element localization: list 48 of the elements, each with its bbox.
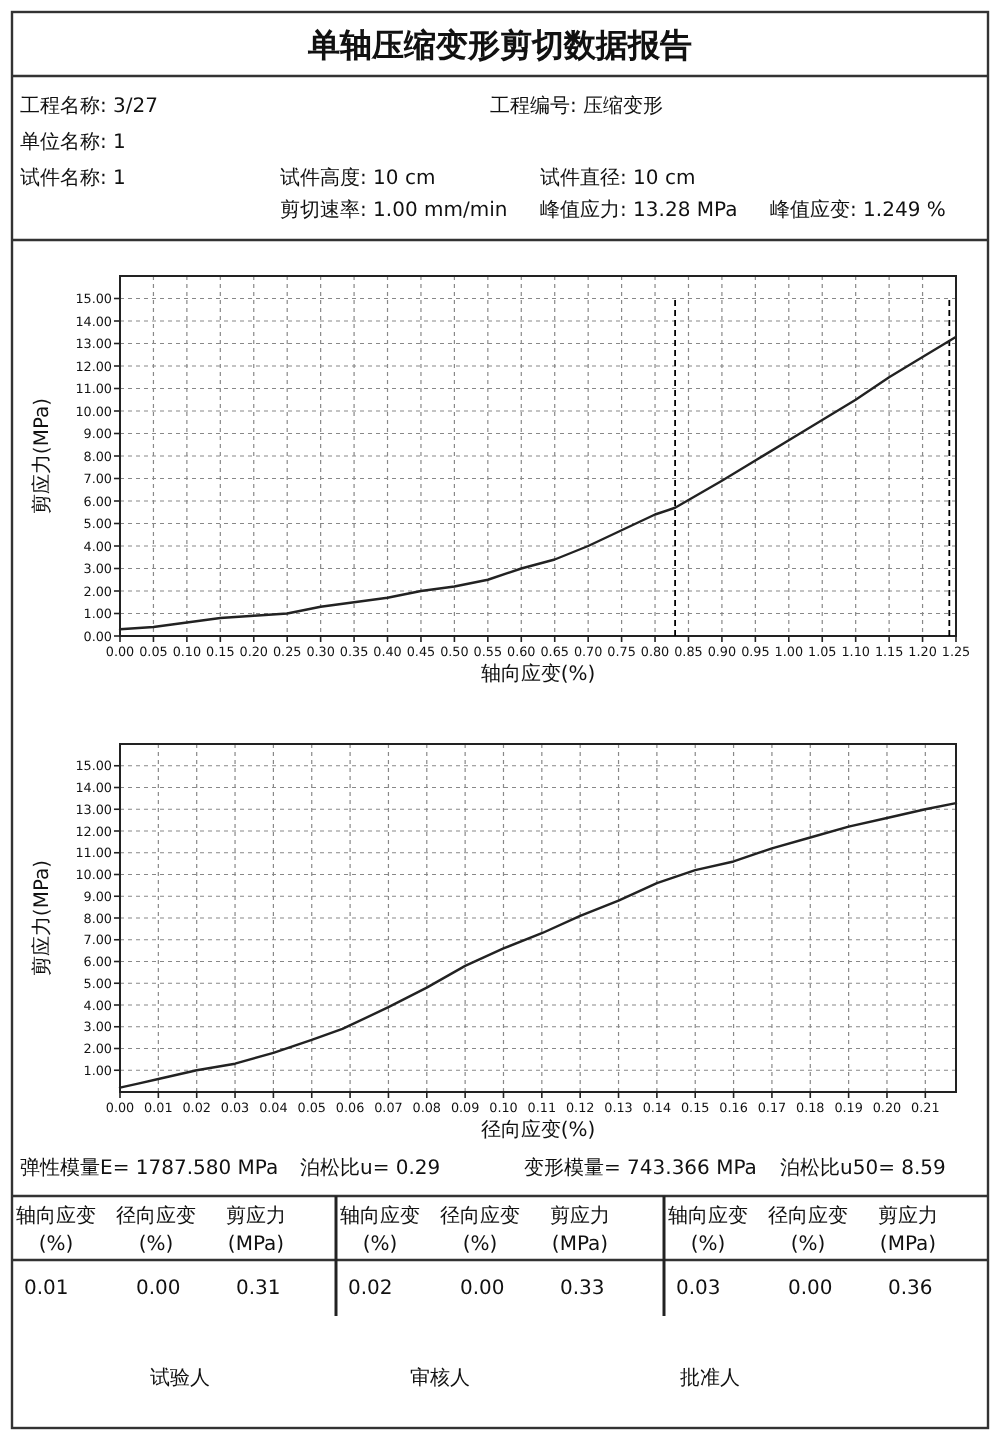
text: 峰值应力: 13.28 MPa bbox=[540, 198, 738, 222]
text: 峰值应变: 1.249 % bbox=[770, 198, 946, 222]
text: (%) bbox=[790, 1234, 826, 1256]
text: 径向应变 bbox=[116, 1204, 196, 1228]
text: 批准人 bbox=[680, 1366, 740, 1390]
x-axis-title: 轴向应变(%) bbox=[480, 662, 596, 686]
text: 0.01 bbox=[24, 1278, 69, 1300]
text: 单轴压缩变形剪切数据报告 bbox=[306, 26, 692, 64]
text: 轴向应变 bbox=[16, 1204, 96, 1228]
text: 试验人 bbox=[150, 1366, 210, 1390]
text: 0.36 bbox=[888, 1278, 933, 1300]
text: 弹性模量E= 1787.580 MPa bbox=[20, 1156, 279, 1180]
text: 试件直径: 10 cm bbox=[540, 166, 696, 190]
text: 单位名称: 1 bbox=[20, 130, 126, 154]
text: 剪应力 bbox=[878, 1204, 938, 1228]
text: 0.00 bbox=[788, 1278, 833, 1300]
text: 工程名称: 3/27 bbox=[20, 94, 159, 118]
text: 工程编号: 压缩变形 bbox=[490, 94, 664, 118]
text: (%) bbox=[462, 1234, 498, 1256]
text: 剪应力 bbox=[226, 1204, 286, 1228]
text: 0.03 bbox=[676, 1278, 721, 1300]
text: (%) bbox=[38, 1234, 74, 1256]
text: 审核人 bbox=[410, 1366, 470, 1390]
text: 0.00 bbox=[136, 1278, 181, 1300]
text: 泊松比u50= 8.59 bbox=[780, 1156, 946, 1180]
text: 0.00 bbox=[460, 1278, 505, 1300]
y-axis-title: 剪应力(MPa) bbox=[30, 859, 54, 977]
text: 0.31 bbox=[236, 1278, 281, 1300]
text: 0.33 bbox=[560, 1278, 605, 1300]
text: 0.02 bbox=[348, 1278, 393, 1300]
text: (%) bbox=[138, 1234, 174, 1256]
text: 剪切速率: 1.00 mm/min bbox=[280, 198, 508, 222]
text: (MPa) bbox=[227, 1234, 285, 1256]
text: 轴向应变 bbox=[668, 1204, 748, 1228]
text: (MPa) bbox=[551, 1234, 609, 1256]
text: 径向应变 bbox=[440, 1204, 520, 1228]
text: 剪应力 bbox=[550, 1204, 610, 1228]
text: (MPa) bbox=[879, 1234, 937, 1256]
text: (%) bbox=[690, 1234, 726, 1256]
text: (%) bbox=[362, 1234, 398, 1256]
text: 变形模量= 743.366 MPa bbox=[524, 1156, 757, 1180]
x-axis-title: 径向应变(%) bbox=[480, 1118, 596, 1142]
text: 试件名称: 1 bbox=[20, 166, 126, 190]
text: 径向应变 bbox=[768, 1204, 848, 1228]
text: 试件高度: 10 cm bbox=[280, 166, 436, 190]
text: 轴向应变 bbox=[340, 1204, 420, 1228]
y-axis-title: 剪应力(MPa) bbox=[30, 397, 54, 515]
text: 泊松比u= 0.29 bbox=[300, 1156, 441, 1180]
